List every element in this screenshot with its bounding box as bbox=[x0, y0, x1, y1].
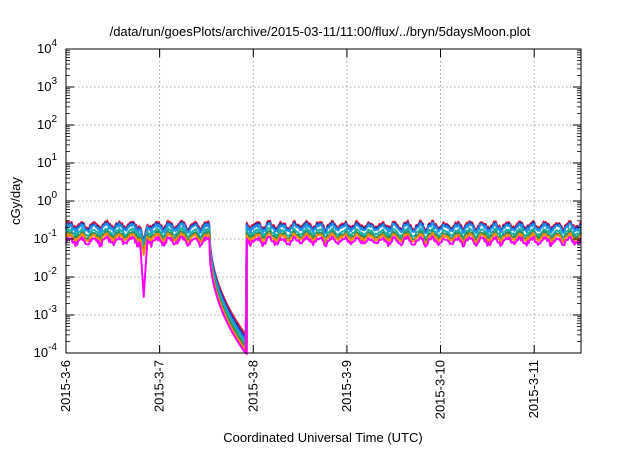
grid-lines bbox=[66, 49, 581, 353]
y-tick-label: 102 bbox=[37, 114, 57, 132]
series-line bbox=[65, 226, 582, 346]
y-tick-label: 103 bbox=[37, 76, 57, 94]
y-tick-label: 104 bbox=[37, 38, 57, 56]
series-line bbox=[65, 235, 582, 354]
series-line bbox=[65, 232, 582, 352]
y-tick-label: 10-4 bbox=[34, 342, 58, 360]
axes: 10-4 10-3 10-2 10-1 100 101 102 103 104 2015-3-6 2… bbox=[34, 38, 581, 419]
y-tick-label: 10-1 bbox=[34, 228, 58, 246]
x-axis-label: Coordinated Universal Time (UTC) bbox=[223, 430, 422, 445]
y-tick-label: 10-3 bbox=[34, 304, 58, 322]
x-tick-label: 2015-3-11 bbox=[526, 360, 541, 418]
x-tick-label: 2015-3-8 bbox=[245, 360, 260, 412]
series-line bbox=[65, 222, 582, 342]
y-tick-label: 101 bbox=[37, 152, 57, 170]
series-group bbox=[65, 219, 582, 355]
x-tick-label: 2015-3-7 bbox=[152, 360, 167, 412]
x-tick-label: 2015-3-9 bbox=[339, 360, 354, 412]
y-tick-label: 10-2 bbox=[34, 266, 58, 284]
x-tick-label: 2015-3-10 bbox=[433, 360, 448, 419]
x-tick-label: 2015-3-6 bbox=[58, 360, 73, 412]
y-tick-label: 100 bbox=[37, 190, 57, 208]
y-axis-label: cGy/day bbox=[8, 177, 23, 225]
chart-title: /data/run/goesPlots/archive/2015-03-11/1… bbox=[110, 24, 531, 39]
